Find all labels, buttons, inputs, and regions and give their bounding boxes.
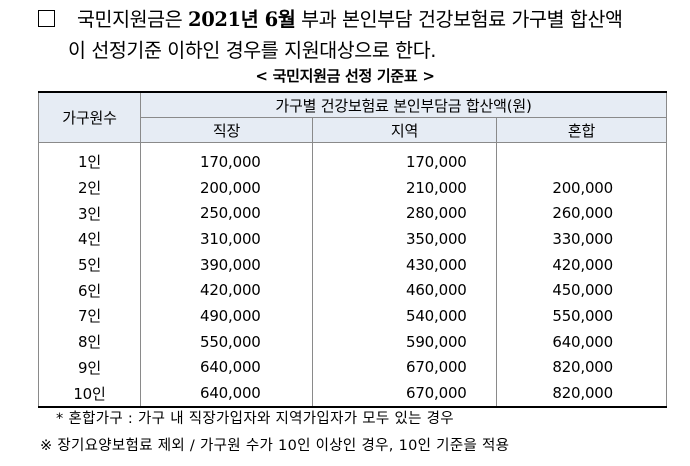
cell-household-size: 2인 (38, 174, 141, 201)
cell-workplace: 640,000 (140, 354, 313, 381)
checkbox-bullet-icon (38, 10, 55, 27)
cell-household-size: 8인 (38, 328, 141, 355)
cell-regional: 670,000 (312, 354, 497, 381)
table-row: 2인 200,000 210,000 200,000 (38, 174, 667, 201)
table-row: 1인 170,000 170,000 (38, 142, 667, 175)
cell-workplace: 490,000 (140, 303, 313, 329)
note-exclusion: ※ 장기요양보험료 제외 / 가구원 수가 10인 이상인 경우, 10인 기준… (40, 438, 510, 454)
cell-household-size: 7인 (38, 303, 141, 329)
cell-mixed: 260,000 (496, 200, 667, 227)
cell-workplace: 170,000 (140, 142, 313, 175)
intro-line-1: 국민지원금은 2021년 6월 부과 본인부담 건강보험료 가구별 합산액 (38, 6, 688, 34)
intro-text-4: 인 경우를 지원대상으로 한다. (202, 39, 437, 62)
cell-mixed: 200,000 (496, 174, 667, 201)
cell-mixed: 330,000 (496, 226, 667, 252)
cell-regional: 350,000 (312, 226, 497, 252)
cell-workplace: 640,000 (140, 380, 313, 407)
cell-regional: 670,000 (312, 380, 497, 407)
table-row: 10인 640,000 670,000 820,000 (38, 380, 667, 407)
table-row: 3인 250,000 280,000 260,000 (38, 200, 667, 227)
cell-workplace: 420,000 (140, 277, 313, 304)
table-row: 6인 420,000 460,000 450,000 (38, 277, 667, 304)
cell-regional: 170,000 (312, 142, 497, 175)
cell-household-size: 6인 (38, 277, 141, 304)
cell-mixed: 550,000 (496, 303, 667, 329)
cell-regional: 540,000 (312, 303, 497, 329)
cell-mixed: 820,000 (496, 354, 667, 381)
cell-workplace: 200,000 (140, 174, 313, 201)
cell-household-size: 1인 (38, 142, 141, 175)
cell-mixed: 640,000 (496, 328, 667, 355)
header-mixed: 혼합 (496, 117, 667, 143)
table-row: 4인 310,000 350,000 330,000 (38, 226, 667, 252)
cell-household-size: 3인 (38, 200, 141, 227)
cell-regional: 280,000 (312, 200, 497, 227)
criteria-table: 가구원수 가구별 건강보험료 본인부담금 합산액(원) 직장 지역 혼합 1인 1… (38, 91, 667, 408)
cell-mixed: 450,000 (496, 277, 667, 304)
cell-household-size: 5인 (38, 251, 141, 278)
intro-line-2: 이 선정기준 이하인 경우를 지원대상으로 한다. (68, 37, 668, 65)
table-row: 9인 640,000 670,000 820,000 (38, 354, 667, 381)
header-premium-group: 가구별 건강보험료 본인부담금 합산액(원) (140, 91, 667, 118)
header-household-size: 가구원수 (38, 91, 141, 143)
cell-workplace: 390,000 (140, 251, 313, 278)
cell-regional: 460,000 (312, 277, 497, 304)
header-regional: 지역 (312, 117, 497, 143)
table-title: < 국민지원금 선정 기준표 > (255, 67, 435, 85)
intro-text-1: 국민지원금은 (77, 8, 189, 31)
cell-regional: 590,000 (312, 328, 497, 355)
cell-workplace: 550,000 (140, 328, 313, 355)
cell-mixed: 820,000 (496, 380, 667, 407)
table-row: 8인 550,000 590,000 640,000 (38, 328, 667, 355)
cell-household-size: 4인 (38, 226, 141, 252)
table-row: 5인 390,000 430,000 420,000 (38, 251, 667, 278)
cell-regional: 210,000 (312, 174, 497, 201)
cell-household-size: 9인 (38, 354, 141, 381)
cell-workplace: 310,000 (140, 226, 313, 252)
cell-household-size: 10인 (38, 380, 141, 407)
intro-date: 2021년 6월 (188, 8, 296, 31)
cell-mixed: 420,000 (496, 251, 667, 278)
table-row: 7인 490,000 540,000 550,000 (38, 303, 667, 329)
cell-mixed (496, 142, 667, 175)
header-workplace: 직장 (140, 117, 313, 143)
intro-text-2: 부과 본인부담 건강보험료 가구별 합산액 (295, 8, 623, 31)
note-mixed-household: * 혼합가구 : 가구 내 직장가입자와 지역가입자가 모두 있는 경우 (56, 411, 454, 427)
intro-text-3: 이 선정기준 이하 (68, 39, 203, 62)
cell-workplace: 250,000 (140, 200, 313, 227)
cell-regional: 430,000 (312, 251, 497, 278)
